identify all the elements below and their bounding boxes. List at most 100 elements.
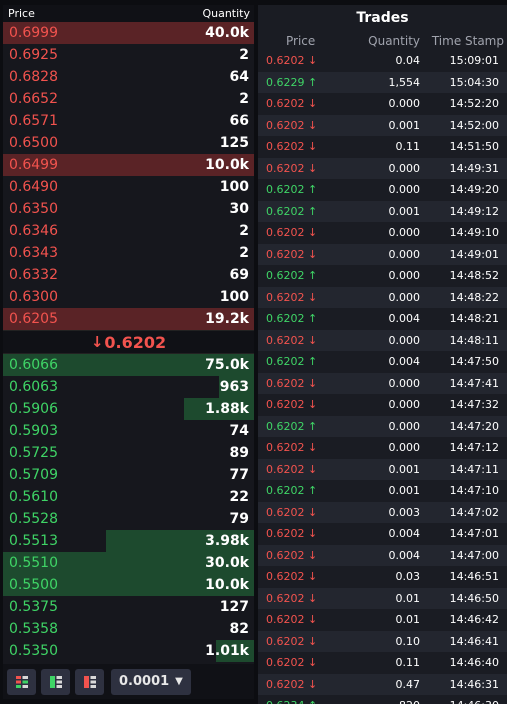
ask-row[interactable]: 0.6999 40.0k: [3, 22, 254, 44]
trade-price: 0.6202 ↓: [266, 376, 318, 390]
ask-row[interactable]: 0.6205 19.2k: [3, 308, 254, 330]
arrow-down-icon: ↓: [308, 548, 318, 562]
ask-row[interactable]: 0.6925 2: [3, 44, 254, 66]
trade-row: 0.6202 ↓ 0.004 14:47:01: [258, 523, 507, 545]
bid-row[interactable]: 0.5610 22: [3, 486, 254, 508]
trade-time: 14:51:50: [449, 140, 499, 154]
view-asks-button[interactable]: [75, 668, 104, 695]
bid-price: 0.5528: [9, 511, 58, 527]
bid-row[interactable]: 0.5510 30.0k: [3, 552, 254, 574]
bid-depth-bar: [105, 530, 254, 552]
trade-row: 0.6202 ↓ 0.04 15:09:01: [258, 50, 507, 72]
trade-row: 0.6202 ↓ 0.004 14:47:00: [258, 544, 507, 566]
trade-price: 0.6202 ↑: [266, 419, 318, 433]
trade-row: 0.6202 ↓ 0.000 14:49:01: [258, 243, 507, 265]
bid-row[interactable]: 0.5906 1.88k: [3, 398, 254, 420]
bid-quantity: 963: [219, 379, 249, 395]
trades-panel: Trades Price Quantity Time Stamp 0.6202 …: [258, 5, 507, 704]
bid-row[interactable]: 0.5350 1.01k: [3, 640, 254, 662]
arrow-down-icon: ↓: [308, 226, 318, 240]
ask-row[interactable]: 0.6571 66: [3, 110, 254, 132]
arrow-up-icon: ↑: [308, 355, 318, 369]
trade-quantity: 0.000: [388, 183, 421, 197]
ask-quantity: 69: [229, 267, 249, 283]
trades-title: Trades: [356, 10, 409, 26]
ask-quantity: 64: [229, 69, 249, 85]
bid-row[interactable]: 0.5358 82: [3, 618, 254, 640]
trade-quantity: 0.000: [388, 398, 421, 412]
ask-row[interactable]: 0.6490 100: [3, 176, 254, 198]
trade-time: 14:47:32: [449, 398, 499, 412]
bid-row[interactable]: 0.5725 89: [3, 442, 254, 464]
bid-row[interactable]: 0.5903 74: [3, 420, 254, 442]
bid-row[interactable]: 0.5500 10.0k: [3, 574, 254, 596]
trade-row: 0.6202 ↓ 0.000 14:49:10: [258, 222, 507, 244]
trade-quantity: 0.47: [395, 677, 421, 691]
ask-row[interactable]: 0.6652 2: [3, 88, 254, 110]
ask-row[interactable]: 0.6343 2: [3, 242, 254, 264]
trade-quantity: 0.000: [388, 269, 421, 283]
precision-select[interactable]: 0.0001 ▼: [111, 668, 191, 695]
ask-row[interactable]: 0.6499 10.0k: [3, 154, 254, 176]
bid-row[interactable]: 0.5375 127: [3, 596, 254, 618]
ask-row[interactable]: 0.6350 30: [3, 198, 254, 220]
trade-time: 14:48:52: [449, 269, 499, 283]
ask-row[interactable]: 0.6828 64: [3, 66, 254, 88]
trade-price: 0.6202 ↓: [266, 591, 318, 605]
trade-quantity: 1,554: [388, 75, 421, 89]
orderbook-both-icon: [15, 675, 28, 688]
trade-row: 0.6202 ↓ 0.000 14:47:32: [258, 394, 507, 416]
view-bids-button[interactable]: [41, 668, 70, 695]
ask-row[interactable]: 0.6346 2: [3, 220, 254, 242]
ask-row[interactable]: 0.6332 69: [3, 264, 254, 286]
view-both-button[interactable]: [7, 668, 36, 695]
ask-quantity: 2: [239, 223, 249, 239]
ask-price: 0.6350: [9, 201, 58, 217]
ask-quantity: 2: [239, 245, 249, 261]
trade-price: 0.6202 ↓: [266, 226, 318, 240]
bid-row[interactable]: 0.6063 963: [3, 376, 254, 398]
arrow-up-icon: ↑: [308, 269, 318, 283]
trade-quantity: 0.000: [388, 376, 421, 390]
bid-price: 0.5375: [9, 599, 58, 615]
trade-price: 0.6202 ↓: [266, 54, 318, 68]
bid-row[interactable]: 0.5513 3.98k: [3, 530, 254, 552]
trade-time: 14:48:22: [449, 290, 499, 304]
ask-row[interactable]: 0.6300 100: [3, 286, 254, 308]
trade-time: 14:48:21: [449, 312, 499, 326]
bid-row[interactable]: 0.5528 79: [3, 508, 254, 530]
bid-quantity: 1.01k: [205, 643, 249, 659]
bid-quantity: 74: [229, 423, 249, 439]
ask-row[interactable]: 0.6500 125: [3, 132, 254, 154]
bid-depth-bar: [3, 552, 254, 574]
orderbook-quantity-header: Quantity: [202, 7, 250, 20]
ask-quantity: 2: [239, 91, 249, 107]
ask-price: 0.6346: [9, 223, 58, 239]
orderbook-panel: Price Quantity 0.6999 40.0k 0.6925 2 0.6828 6…: [3, 5, 254, 699]
bid-quantity: 82: [229, 621, 249, 637]
bid-price: 0.6063: [9, 379, 58, 395]
caret-down-icon: ▼: [175, 676, 183, 687]
trade-price: 0.6202 ↓: [266, 290, 318, 304]
arrow-down-icon: ↓: [308, 398, 318, 412]
trade-row: 0.6202 ↑ 0.004 14:48:21: [258, 308, 507, 330]
trade-quantity: 0.001: [388, 118, 421, 132]
trade-quantity: 0.001: [388, 484, 421, 498]
precision-value: 0.0001: [119, 674, 170, 689]
trade-price: 0.6202 ↑: [266, 204, 318, 218]
trade-quantity: 0.01: [395, 613, 421, 627]
arrow-up-icon: ↑: [308, 699, 317, 704]
trade-time: 14:46:40: [449, 656, 499, 670]
trade-row: 0.6202 ↓ 0.001 14:52:00: [258, 114, 507, 136]
trade-price: 0.6202 ↑: [266, 183, 318, 197]
bid-row[interactable]: 0.5709 77: [3, 464, 254, 486]
ask-price: 0.6490: [9, 179, 58, 195]
arrow-down-icon: ↓: [308, 570, 318, 584]
trade-quantity: 0.004: [388, 312, 421, 326]
bid-quantity: 79: [229, 511, 249, 527]
bid-row[interactable]: 0.6066 75.0k: [3, 354, 254, 376]
trade-price: 0.6202 ↓: [266, 97, 318, 111]
trade-time: 14:46:51: [449, 570, 499, 584]
trade-price: 0.6202 ↑: [266, 484, 318, 498]
arrow-up-icon: ↑: [308, 419, 318, 433]
